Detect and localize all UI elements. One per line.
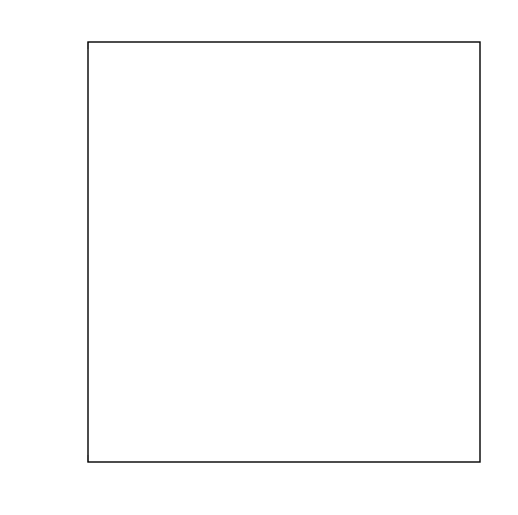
outer-plot-frame — [88, 42, 480, 462]
figure-container — [0, 0, 518, 515]
chart-svg — [0, 0, 518, 515]
